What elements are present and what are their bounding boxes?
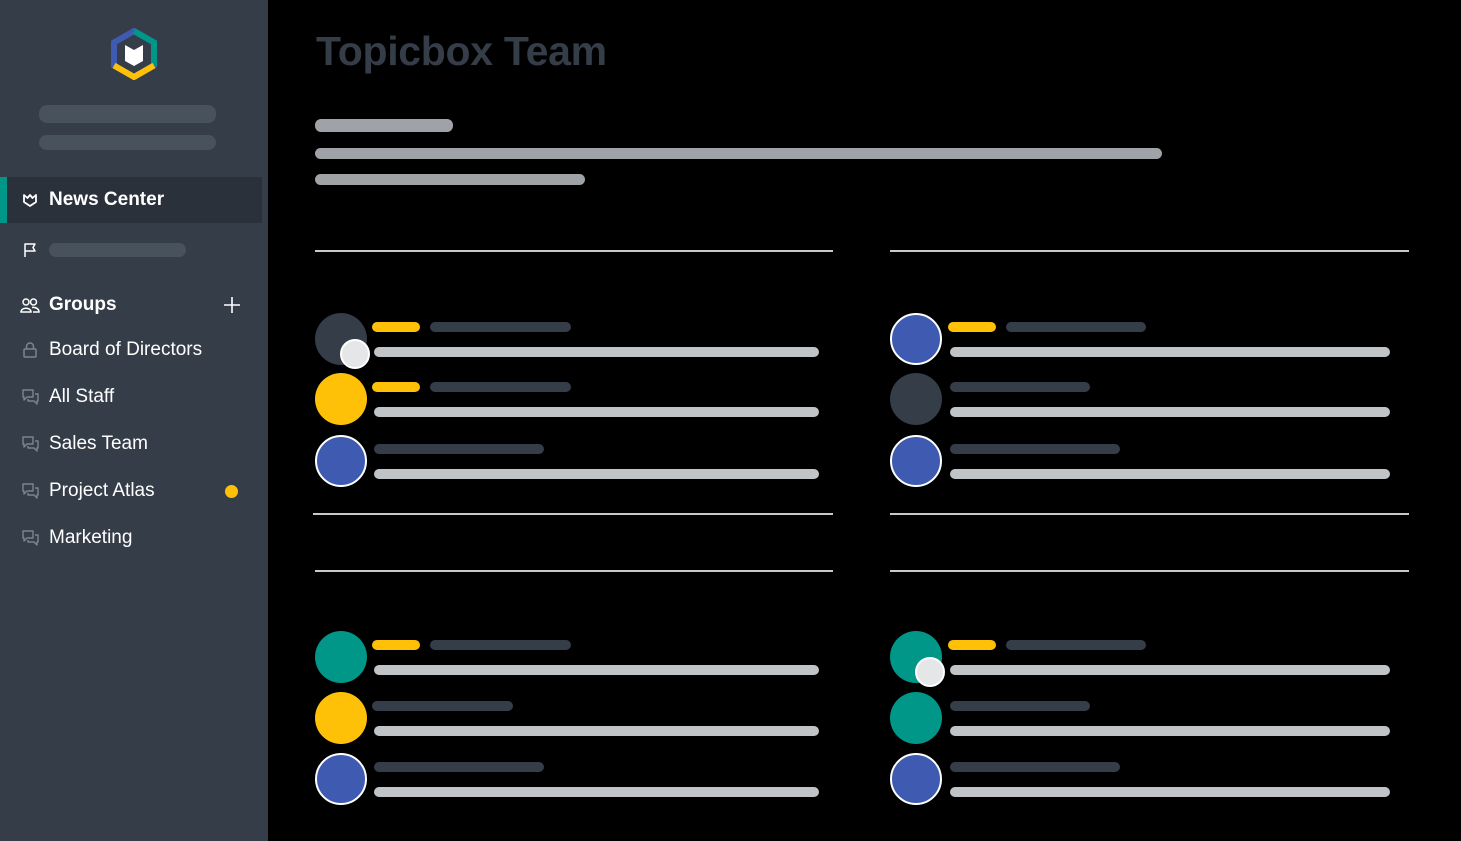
list-item[interactable] bbox=[890, 753, 1395, 805]
page-title: Topicbox Team bbox=[316, 28, 607, 74]
groups-icon bbox=[20, 295, 40, 315]
sidebar-groups-header[interactable]: Groups bbox=[0, 282, 262, 328]
topicbox-logo-icon[interactable] bbox=[108, 28, 160, 80]
sender-placeholder bbox=[374, 762, 544, 772]
sender-placeholder bbox=[950, 762, 1120, 772]
description-line-placeholder bbox=[315, 148, 1162, 159]
sidebar-group-marketing[interactable]: Marketing bbox=[0, 515, 262, 561]
panel-divider bbox=[890, 513, 1409, 515]
tag-placeholder bbox=[372, 640, 420, 650]
subject-placeholder bbox=[950, 407, 1390, 417]
sidebar-group-project-atlas[interactable]: Project Atlas bbox=[0, 468, 262, 514]
unread-indicator-dot bbox=[225, 485, 238, 498]
subject-placeholder bbox=[374, 407, 819, 417]
avatar bbox=[890, 373, 942, 425]
avatar bbox=[315, 373, 367, 425]
chat-icon bbox=[20, 481, 40, 501]
sender-placeholder bbox=[374, 444, 544, 454]
avatar bbox=[890, 313, 942, 365]
list-item[interactable] bbox=[890, 373, 1395, 425]
sender-placeholder bbox=[1006, 640, 1146, 650]
tag-placeholder bbox=[948, 322, 996, 332]
group-label: Project Atlas bbox=[49, 480, 155, 501]
sender-placeholder bbox=[1006, 322, 1146, 332]
tag-placeholder bbox=[372, 322, 420, 332]
list-item[interactable] bbox=[890, 631, 1395, 687]
subject-placeholder bbox=[374, 726, 819, 736]
flagged-label-placeholder bbox=[49, 243, 186, 257]
add-group-plus-icon[interactable] bbox=[222, 295, 242, 315]
list-item[interactable] bbox=[890, 692, 1395, 744]
groups-header-label: Groups bbox=[49, 294, 117, 315]
sidebar-item-news-center[interactable]: News Center bbox=[0, 177, 262, 223]
sender-placeholder bbox=[950, 701, 1090, 711]
sender-placeholder bbox=[372, 701, 513, 711]
sender-placeholder bbox=[950, 382, 1090, 392]
sidebar-group-sales-team[interactable]: Sales Team bbox=[0, 421, 262, 467]
list-item[interactable] bbox=[315, 373, 820, 425]
avatar-badge bbox=[915, 657, 945, 687]
subject-placeholder bbox=[374, 347, 819, 357]
list-item[interactable] bbox=[315, 313, 820, 369]
group-label: Sales Team bbox=[49, 433, 148, 454]
sidebar-item-flagged[interactable] bbox=[0, 227, 262, 273]
account-email-placeholder bbox=[39, 135, 216, 150]
list-item[interactable] bbox=[315, 631, 820, 683]
subject-placeholder bbox=[374, 787, 819, 797]
lock-icon bbox=[20, 340, 40, 360]
subject-placeholder bbox=[950, 787, 1390, 797]
list-item[interactable] bbox=[890, 435, 1395, 487]
panel-divider bbox=[890, 570, 1409, 572]
avatar bbox=[315, 631, 367, 683]
sender-placeholder bbox=[430, 382, 571, 392]
avatar-badge bbox=[340, 339, 370, 369]
avatar bbox=[315, 753, 367, 805]
avatar bbox=[315, 435, 367, 487]
panel-divider bbox=[313, 513, 833, 515]
panel-divider bbox=[315, 250, 833, 252]
chat-icon bbox=[20, 528, 40, 548]
sender-placeholder bbox=[430, 322, 571, 332]
avatar bbox=[890, 435, 942, 487]
sidebar-group-all-staff[interactable]: All Staff bbox=[0, 374, 262, 420]
avatar bbox=[315, 692, 367, 744]
account-name-placeholder bbox=[39, 105, 216, 123]
subject-placeholder bbox=[950, 726, 1390, 736]
avatar bbox=[890, 753, 942, 805]
subject-placeholder bbox=[950, 665, 1390, 675]
subject-placeholder bbox=[950, 469, 1390, 479]
sidebar-group-board-of-directors[interactable]: Board of Directors bbox=[0, 327, 262, 373]
tag-placeholder bbox=[948, 640, 996, 650]
description-line-placeholder bbox=[315, 174, 585, 185]
chat-icon bbox=[20, 434, 40, 454]
group-label: Board of Directors bbox=[49, 339, 203, 360]
sidebar: News Center Groups Board of Directors Al… bbox=[0, 0, 268, 841]
sender-placeholder bbox=[430, 640, 571, 650]
flag-icon bbox=[20, 240, 40, 260]
list-item[interactable] bbox=[890, 313, 1395, 365]
news-center-icon bbox=[20, 190, 40, 210]
tag-placeholder bbox=[372, 382, 420, 392]
subject-placeholder bbox=[950, 347, 1390, 357]
group-label: Marketing bbox=[49, 527, 133, 548]
sidebar-item-label: News Center bbox=[49, 189, 165, 210]
list-item[interactable] bbox=[315, 692, 820, 744]
description-heading-placeholder bbox=[315, 119, 453, 132]
panel-divider bbox=[890, 250, 1409, 252]
list-item[interactable] bbox=[315, 435, 820, 487]
chat-icon bbox=[20, 387, 40, 407]
list-item[interactable] bbox=[315, 753, 820, 805]
panel-divider bbox=[315, 570, 833, 572]
sender-placeholder bbox=[950, 444, 1120, 454]
group-label: All Staff bbox=[49, 386, 115, 407]
subject-placeholder bbox=[374, 469, 819, 479]
subject-placeholder bbox=[374, 665, 819, 675]
avatar bbox=[890, 692, 942, 744]
